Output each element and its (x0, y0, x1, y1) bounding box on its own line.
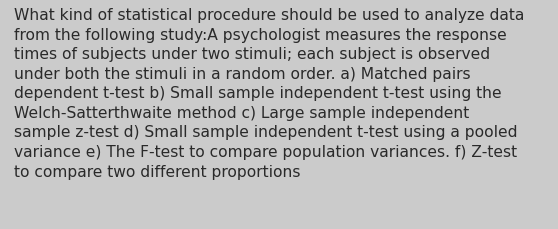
Text: What kind of statistical procedure should be used to analyze data
from the follo: What kind of statistical procedure shoul… (14, 8, 525, 179)
